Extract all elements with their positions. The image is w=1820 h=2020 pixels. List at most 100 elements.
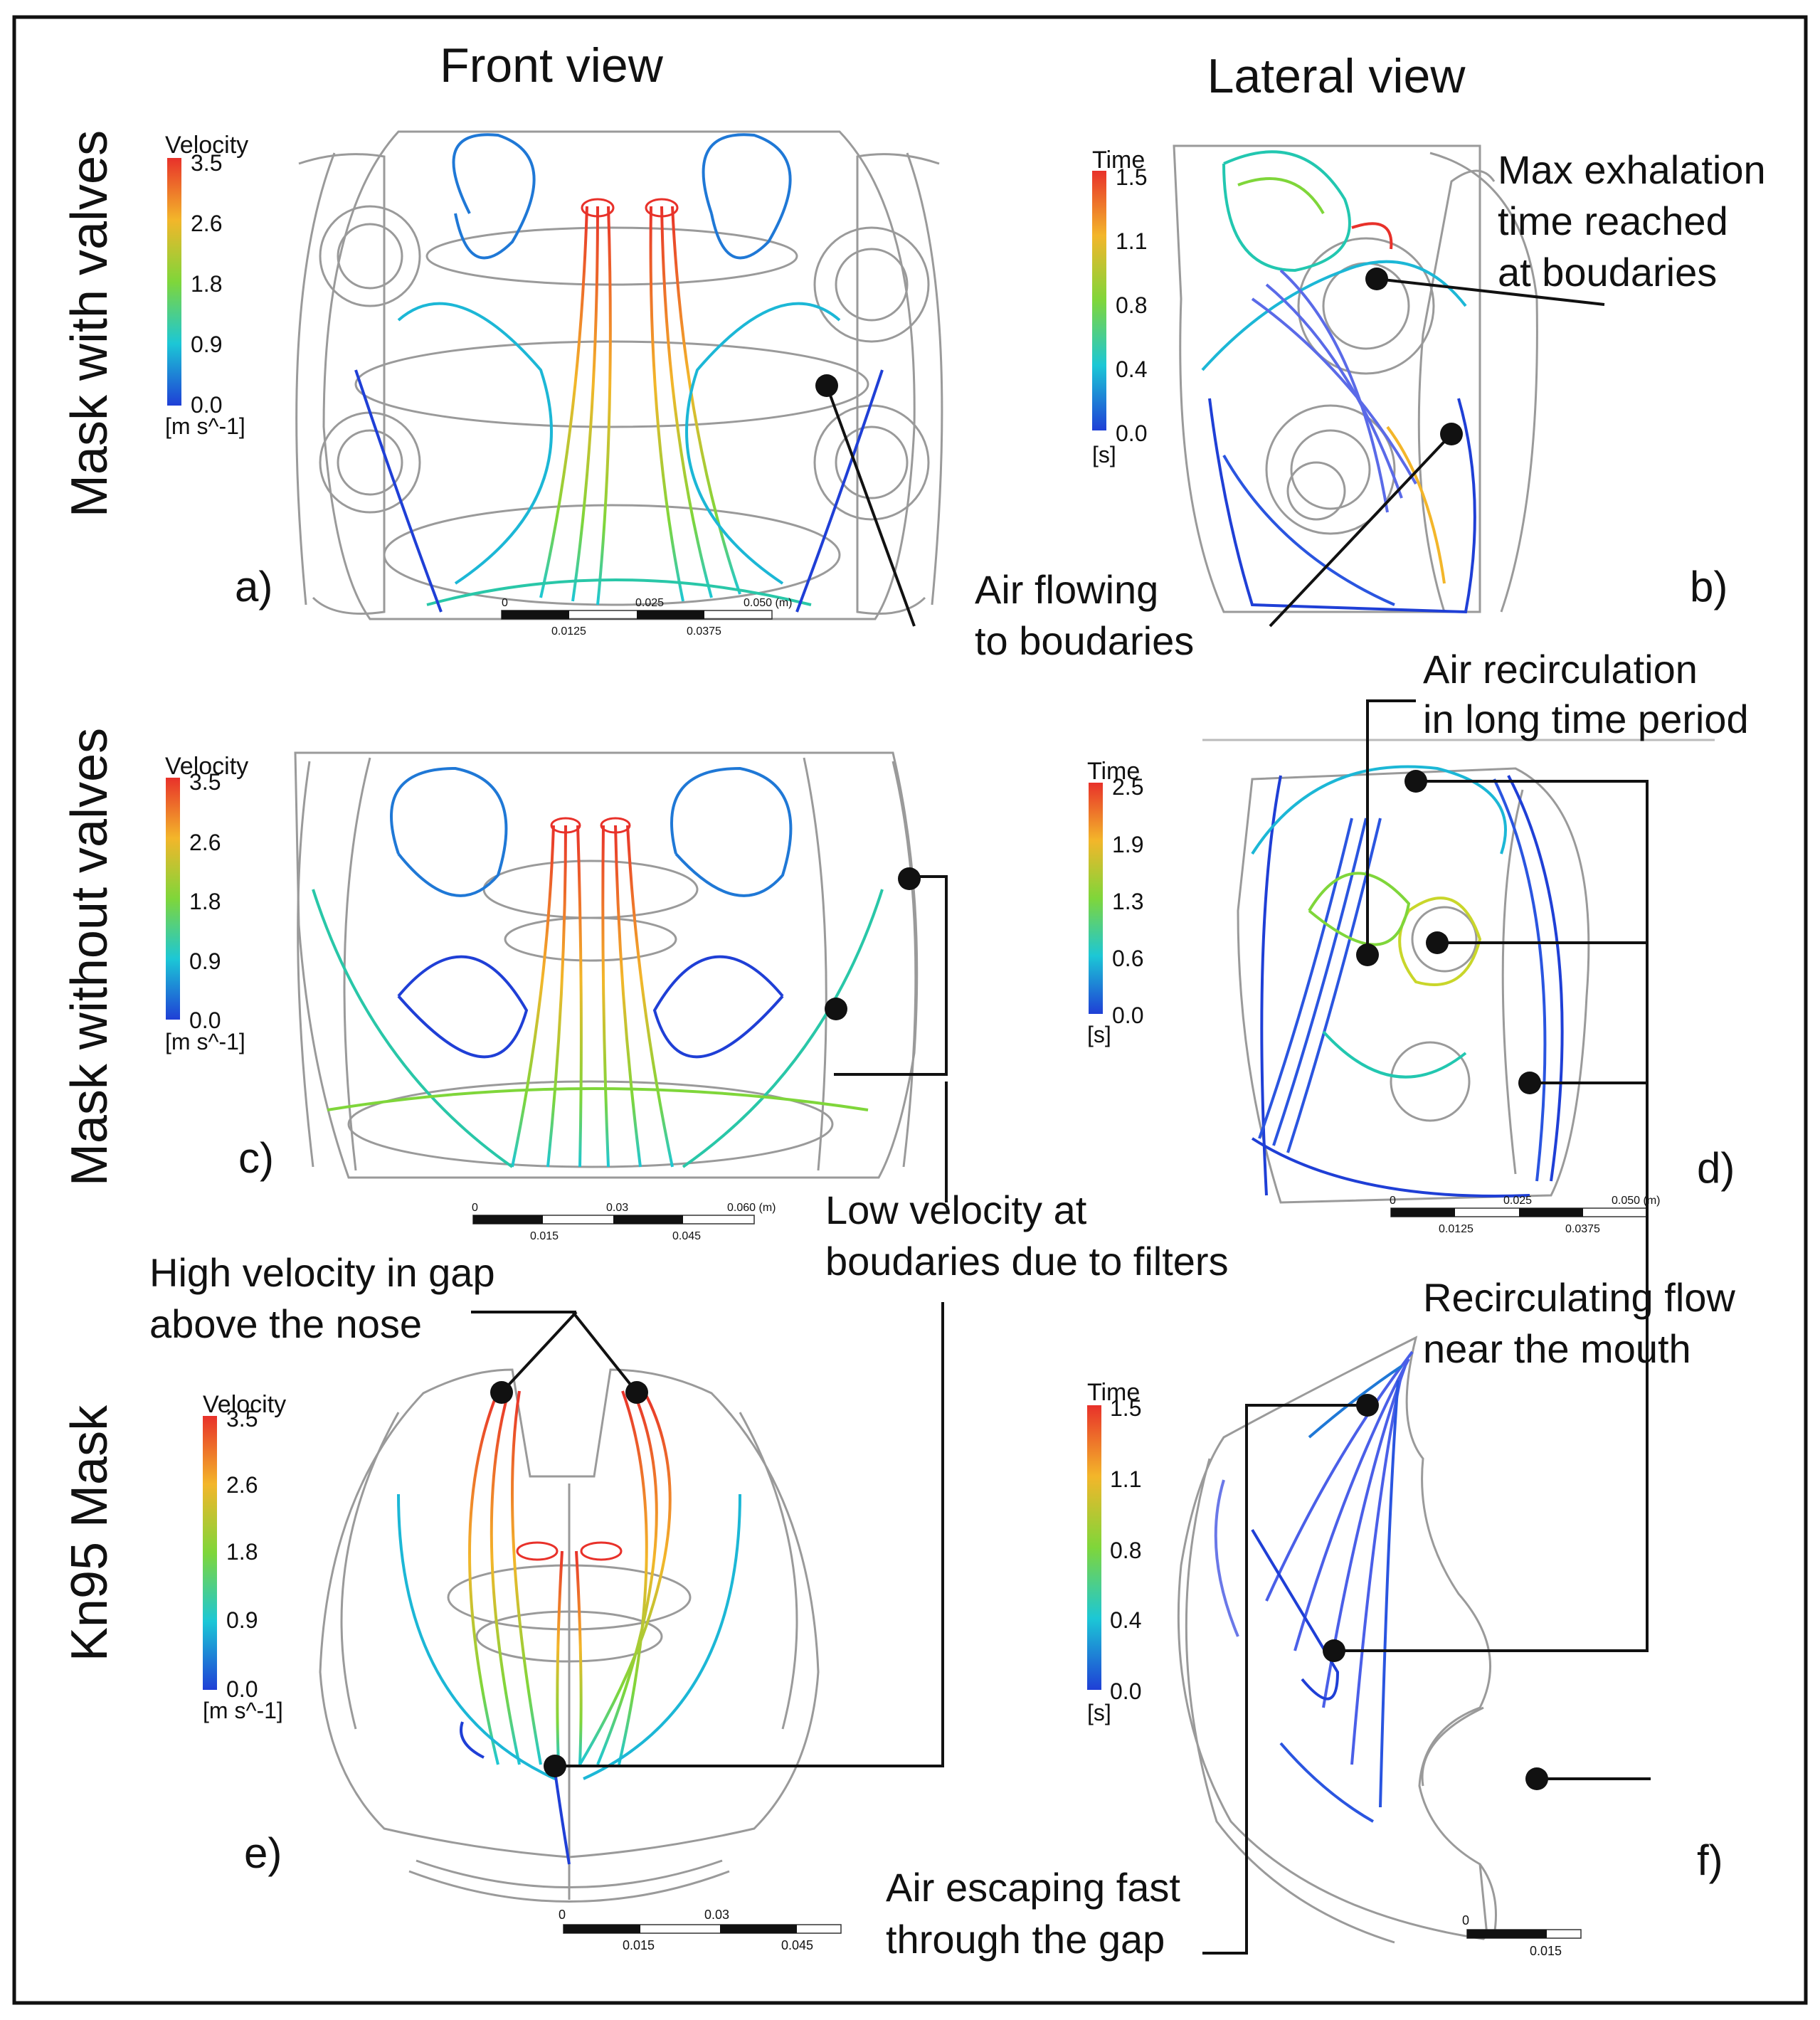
panel-letter: e) [244,1829,282,1877]
colorbar [167,158,181,406]
scalebar: 0 0.025 0.050 (m) 0.0125 0.0375 [1390,1195,1660,1235]
legend-tick: 0.8 [1116,292,1147,318]
svg-text:in long time period: in long time period [1423,697,1749,741]
scale-label: 0 [559,1908,566,1922]
mask-outline [295,130,943,620]
legend-tick: 0.0 [191,392,222,418]
legend-tick: 1.5 [1110,1395,1141,1421]
colorbar [1087,1405,1101,1690]
svg-text:Air flowing: Air flowing [975,567,1158,612]
mask-outline [1177,1336,1497,1944]
legend-tick: 0.8 [1110,1538,1141,1563]
annotation-air-recirculation: Air recirculation in long time period [1423,647,1749,741]
svg-text:time reached: time reached [1498,199,1728,243]
legend-title: Velocity [165,132,248,159]
figure-frame [12,15,1808,2005]
scalebar: 0 0.015 [1462,1913,1582,1958]
legend-unit: [s] [1087,1700,1111,1725]
panel-a: Velocity 3.5 2.6 1.8 0.9 0.0 [m s^-1] 0 … [165,130,943,638]
lateral-view-title: Lateral view [1207,49,1466,103]
colorbar [203,1416,217,1690]
panel-letter: b) [1690,563,1728,610]
marker-dot [1365,268,1388,290]
svg-text:through the gap: through the gap [886,1917,1165,1962]
legend-tick: 0.9 [189,948,221,974]
svg-text:Air recirculation: Air recirculation [1423,647,1698,692]
svg-text:High velocity in gap: High velocity in gap [149,1250,495,1295]
scale-label: 0 [1390,1195,1396,1207]
panel-letter: c) [238,1134,274,1182]
legend-tick: 3.5 [226,1406,258,1432]
legend-title: Time [1087,758,1140,785]
scale-label: 0.0125 [1439,1223,1474,1235]
marker-dot [898,867,921,890]
legend-tick: 0.9 [226,1607,258,1633]
legend-unit: [s] [1087,1022,1111,1047]
scale-label: 0.0375 [1565,1223,1600,1235]
annotation-air-flowing: Air flowing to boudaries [975,567,1194,663]
marker-dot [490,1381,513,1404]
scale-label: 0.050 (m) [744,597,792,609]
legend-unit: [m s^-1] [203,1698,283,1723]
scalebar: 0 0.03 0.015 0.045 [559,1908,842,1952]
colorbar [166,778,180,1020]
legend-title: Velocity [203,1391,286,1418]
mask-outline [319,1368,820,1903]
panel-f: Time 1.5 1.1 0.8 0.4 0.0 [s] 0 0.015 f) [1087,1336,1723,1958]
panel-b: Time 1.5 1.1 0.8 0.4 0.0 [s] b) [1092,144,1728,614]
legend-tick: 0.0 [1112,1003,1143,1028]
annotation-dots [490,268,1548,1790]
front-view-title: Front view [440,38,664,92]
scale-label: 0.025 [1503,1195,1532,1207]
marker-dot [1404,770,1427,793]
scalebar: 0 0.025 0.050 (m) 0.0125 0.0375 [501,597,792,638]
legend-tick: 1.8 [189,889,221,914]
row-title-kn95: Kn95 Mask [61,1405,118,1661]
legend-unit: [s] [1092,442,1116,467]
legend-title: Time [1087,1379,1140,1406]
legend-title: Velocity [165,753,248,780]
annotation-high-velocity: High velocity in gap above the nose [149,1250,495,1346]
colorbar [1089,783,1103,1014]
scale-label: 0.045 [672,1230,701,1242]
legend-tick: 0.4 [1116,356,1147,382]
legend-tick: 0.0 [1110,1678,1141,1704]
scale-label: 0 [502,597,508,609]
scale-label: 0.045 [781,1938,813,1952]
marker-dot [544,1755,566,1777]
annotation-low-velocity: Low velocity at boudaries due to filters [825,1188,1229,1284]
legend-tick: 0.9 [191,332,222,357]
legend-tick: 1.8 [191,271,222,297]
legend-tick: 0.6 [1112,946,1143,971]
svg-text:Low velocity at: Low velocity at [825,1188,1087,1232]
marker-dot [1440,423,1463,445]
svg-text:Max exhalation: Max exhalation [1498,147,1766,192]
legend-tick: 0.0 [1116,421,1147,446]
legend-title: Time [1092,147,1145,174]
legend-tick: 1.9 [1112,832,1143,857]
svg-text:to boudaries: to boudaries [975,618,1194,663]
streamlines [354,133,884,613]
scale-label: 0.060 (m) [727,1202,776,1214]
nostril-tubes [581,198,679,218]
scale-label: 0 [1462,1913,1469,1928]
scale-label: 0.03 [606,1202,628,1214]
marker-dot [1518,1072,1541,1094]
annotation-recirculating-flow: Recirculating flow near the mouth [1423,1275,1735,1371]
marker-dot [1525,1767,1548,1790]
legend-tick: 2.6 [189,830,221,855]
scale-label: 0 [472,1202,478,1214]
marker-dot [1323,1639,1345,1662]
legend-tick: 2.5 [1112,774,1143,800]
marker-dot [825,998,847,1020]
streamlines [1201,150,1476,614]
legend-unit: [m s^-1] [165,413,245,439]
legend-tick: 1.3 [1112,889,1143,914]
legend-tick: 0.4 [1110,1607,1141,1633]
legend-tick: 3.5 [191,150,222,176]
nostril-tubes [516,1541,623,1561]
legend-tick: 3.5 [189,769,221,795]
legend-tick: 1.1 [1116,228,1147,254]
scale-label: 0.0125 [551,625,586,638]
